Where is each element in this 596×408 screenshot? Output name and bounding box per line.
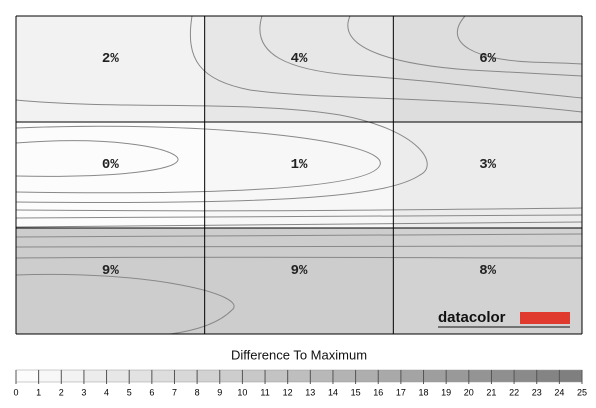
colorbar-tick-label: 8 (195, 387, 200, 397)
cell (16, 228, 205, 334)
contour (15, 140, 179, 177)
colorbar-tick-label: 17 (396, 387, 406, 397)
colorbar-tick-label: 12 (283, 387, 293, 397)
cell-label: 9% (291, 263, 308, 279)
contour (457, 15, 583, 65)
colorbar-segment (310, 369, 334, 383)
colorbar-tick-label: 13 (305, 387, 315, 397)
colorbar-title: Difference To Maximum (231, 347, 367, 362)
contour (15, 125, 381, 194)
cell-label: 1% (291, 157, 308, 173)
cell-label: 6% (479, 51, 496, 67)
cell (204, 228, 394, 334)
contour (15, 99, 428, 204)
colorbar-tick-label: 9 (217, 387, 222, 397)
colorbar-tick-label: 19 (441, 387, 451, 397)
logo-bar (520, 312, 570, 324)
cell-label: 9% (102, 263, 119, 279)
colorbar-tick-label: 10 (237, 387, 247, 397)
colorbar-segment (536, 369, 560, 383)
colorbar-tick-label: 3 (81, 387, 86, 397)
colorbar-segment (83, 369, 107, 383)
colorbar-segment (151, 369, 175, 383)
colorbar-tick-label: 1 (36, 387, 41, 397)
colorbar-segment (559, 369, 583, 383)
colorbar-tick-label: 14 (328, 387, 338, 397)
colorbar-segment (355, 369, 379, 383)
colorbar-tick-label: 4 (104, 387, 109, 397)
colorbar-segment (196, 369, 221, 383)
colorbar: 0 1 2 3 4 5 6 7 8 9 10 11 12 13 14 15 16 17 18 19 20 21 22 23 24… (13, 369, 587, 397)
colorbar-tick-label: 18 (419, 387, 429, 397)
colorbar-segment (377, 369, 402, 383)
contour (15, 245, 583, 248)
colorbar-segment (61, 369, 85, 383)
colorbar-segment (445, 369, 470, 383)
cell-label: 0% (102, 157, 119, 173)
colorbar-segment (128, 369, 153, 383)
contour (15, 207, 583, 212)
colorbar-tick-label: 6 (149, 387, 154, 397)
contour (15, 214, 583, 219)
colorbar-segment (38, 369, 62, 383)
logo: datacolor (438, 309, 570, 328)
colorbar-tick-label: 11 (260, 387, 269, 397)
contour (347, 15, 583, 77)
colorbar-tick-label: 2 (59, 387, 64, 397)
colorbar-segment (264, 369, 288, 383)
colorbar-segment (468, 369, 492, 383)
colorbar-tick-label: 7 (172, 387, 177, 397)
colorbar-tick-label: 20 (464, 387, 474, 397)
cell-grid: 2% 4% 6% 0% 1% 3% 9% 9% 8% (15, 15, 583, 335)
colorbar-tick-label: 0 (13, 387, 18, 397)
colorbar-segment (423, 369, 447, 383)
colorbar-tick-label: 15 (351, 387, 361, 397)
cell (16, 16, 205, 122)
colorbar-segment (400, 369, 424, 383)
colorbar-tick-label: 16 (373, 387, 383, 397)
cell-label: 3% (479, 157, 496, 173)
colorbar-segment (15, 369, 39, 383)
colorbar-segment (332, 369, 356, 383)
cell (393, 16, 582, 122)
colorbar-tick-label: 5 (127, 387, 132, 397)
colorbar-segment (287, 369, 311, 383)
cell (204, 16, 394, 122)
colorbar-tick-label: 22 (509, 387, 519, 397)
colorbar-tick-label: 21 (486, 387, 496, 397)
logo-text: datacolor (438, 309, 506, 326)
colorbar-tick-label: 25 (577, 387, 587, 397)
cell (393, 122, 582, 228)
contour (15, 256, 583, 259)
cell-label: 8% (479, 263, 496, 279)
colorbar-segment (106, 369, 130, 383)
cell-label: 2% (102, 51, 119, 67)
colorbar-tick-label: 24 (554, 387, 564, 397)
colorbar-segment (174, 369, 198, 383)
colorbar-segment (491, 369, 515, 383)
colorbar-segment (242, 369, 266, 383)
cell-label: 4% (291, 51, 308, 67)
colorbar-segment (219, 369, 243, 383)
colorbar-segment (513, 369, 537, 383)
contour (259, 15, 583, 99)
contour (189, 15, 583, 113)
colorbar-tick-label: 23 (532, 387, 542, 397)
